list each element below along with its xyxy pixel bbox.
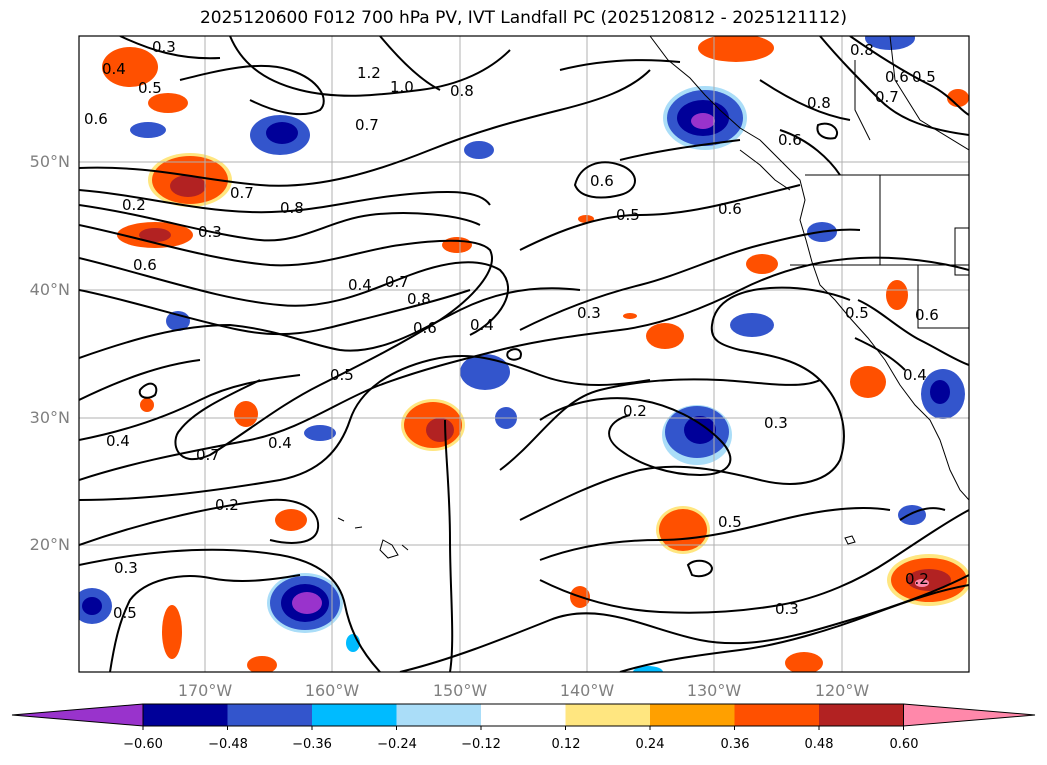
colorbar-segment [312,704,397,726]
contour-label: 0.7 [196,446,220,464]
islands [337,517,856,559]
contour-label: 0.4 [268,434,292,452]
contour-label: 0.4 [102,60,126,78]
map-title: 2025120600 F012 700 hPa PV, IVT Landfall… [199,8,847,28]
colorbar-extend-min [11,703,144,727]
contour-label-group: 0.3 0.4 0.5 0.6 0.7 1.0 0.8 0.7 0.8 0.2 … [84,38,939,622]
colorbar-tick-label: −0.36 [292,737,332,752]
contour-label: 0.6 [718,200,742,218]
contour-label: 0.5 [330,366,354,384]
lon-label: 160°W [304,681,360,700]
contour-label: 0.3 [198,223,222,241]
colorbar-tick-label: 0.48 [804,737,834,752]
contour-label: 0.4 [106,432,130,450]
contour-label: 1.0 [390,78,414,96]
colorbar-tick-label: −0.60 [123,737,163,752]
contour-label: 0.7 [875,88,899,106]
colorbar-segment [143,704,228,726]
colorbar-extend-max [903,703,1036,727]
contour-label: 0.3 [775,600,799,618]
contour-label: 0.7 [230,184,254,202]
lon-label: 130°W [686,681,742,700]
contour-label: 0.6 [133,256,157,274]
contour-label: 0.3 [764,414,788,432]
contour-label: 0.3 [152,38,176,56]
contour-label: 0.2 [122,196,146,214]
contour-label: 0.5 [912,68,936,86]
colorbar-segment [227,704,313,726]
contour-label: 0.8 [850,41,874,59]
contour-label: 0.8 [280,199,304,217]
lon-label: 120°W [814,681,870,700]
contour-label: 0.4 [470,316,494,334]
contour-label: 0.5 [616,206,640,224]
colorbar-segment [819,704,904,726]
colorbar [11,703,1036,730]
contour-label: 0.7 [355,116,379,134]
colorbar-segment [396,704,482,726]
contour-label: 0.6 [413,319,437,337]
contour-label: 0.6 [590,172,614,190]
pv-shading [79,36,969,672]
contour-label: 0.5 [845,304,869,322]
colorbar-frame [142,703,904,727]
coastlines [649,36,969,501]
lat-label: 20°N [29,535,70,554]
blob-orange-center [401,399,465,451]
contour-label: 0.5 [113,604,137,622]
pv-contours [79,36,969,672]
contour-label: 0.3 [114,559,138,577]
contour-label: 0.6 [778,131,802,149]
contour-label: 0.8 [807,94,831,112]
colorbar-segment [565,704,651,726]
colorbar-tick-label: −0.48 [208,737,248,752]
colorbar-tick-label: 0.36 [720,737,750,752]
colorbar-segment [481,704,566,726]
contour-label: 0.8 [407,290,431,308]
contour-label: 0.7 [385,273,409,291]
lon-label: 170°W [177,681,233,700]
lat-label: 50°N [29,152,70,171]
map-background [79,36,969,672]
colorbar-tick-label: 0.24 [635,737,665,752]
colorbar-tick-label: −0.12 [461,737,501,752]
colorbar-segment [734,704,820,726]
contour-label: 0.3 [577,304,601,322]
colorbar-tick-label: −0.24 [377,737,417,752]
contour-label: 0.2 [623,402,647,420]
colorbar-segment [650,704,735,726]
contour-label: 0.4 [903,366,927,384]
blob-north-blue [250,115,310,155]
contour-label: 0.8 [450,82,474,100]
blob-bc-coast [663,86,747,150]
contour-label: 0.2 [905,570,929,588]
blob-central-low [662,405,732,465]
map-frame [78,35,970,673]
blob-west-edge [79,588,112,624]
lon-label: 140°W [559,681,615,700]
contour-label: 1.2 [357,64,381,82]
lon-label: 150°W [432,681,488,700]
blob-orange-west [148,153,232,207]
contour-label: 0.5 [718,513,742,531]
lat-label: 40°N [29,280,70,299]
colorbar-tick-label: 0.60 [889,737,919,752]
contour-label: 0.2 [215,496,239,514]
contour-label: 0.5 [138,79,162,97]
contour-label: 0.6 [885,68,909,86]
contour-label: 0.6 [84,110,108,128]
lat-label: 30°N [29,408,70,427]
contour-label: 0.4 [348,276,372,294]
colorbar-tick-label: 0.12 [551,737,581,752]
graticule [79,36,969,672]
blob-south-west [267,573,343,633]
contour-label: 0.6 [915,306,939,324]
